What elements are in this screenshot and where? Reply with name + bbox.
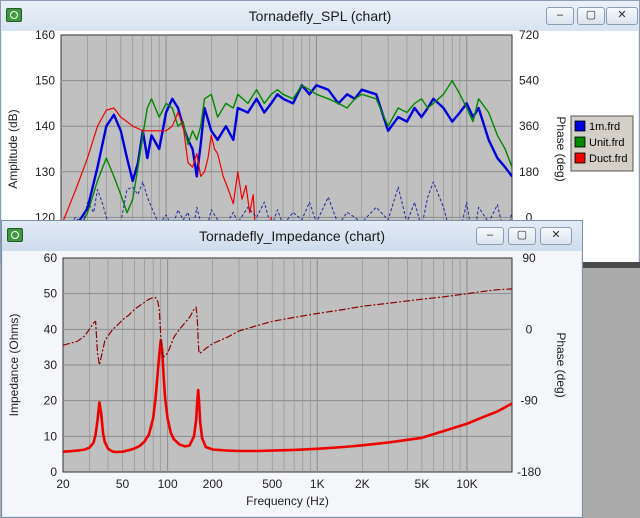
x-tick-label: 1K [310, 477, 325, 491]
x-tick-label: 500 [262, 477, 282, 491]
series-line-impedance [63, 338, 512, 454]
legend-label: Unit.frd [589, 137, 624, 149]
y2-tick-label: 0 [526, 210, 533, 224]
x-axis-label: Frequency (Hz) [246, 494, 329, 508]
spl-window-title: Tornadefly_SPL (chart) [248, 8, 392, 24]
y2-tick-label: 90 [522, 251, 536, 265]
y-tick-label: 60 [44, 251, 58, 265]
y2-tick-label: -90 [520, 394, 538, 408]
x-tick-label: 10K [456, 477, 477, 491]
y-tick-label: 20 [44, 394, 58, 408]
impedance-chart-window: Tornadefly_Impedance (chart) – ▢ ✕ 60 50 4… [1, 220, 583, 518]
legend-label: Duct.frd [589, 153, 628, 165]
y2-tick-label: 180 [519, 165, 539, 179]
y-axis-label: Amplitude (dB) [6, 109, 20, 188]
impedance-window-titlebar[interactable]: Tornadefly_Impedance (chart) – ▢ ✕ [2, 221, 582, 251]
legend-label: 1m.frd [589, 121, 620, 133]
y2-tick-label: -180 [517, 465, 541, 479]
chart-app-icon[interactable] [7, 228, 23, 242]
y-tick-label: 50 [44, 287, 58, 301]
y2-tick-label: 540 [519, 74, 539, 88]
y2-axis-label: Phase (deg) [554, 116, 568, 181]
spl-close-button[interactable]: ✕ [606, 7, 638, 25]
legend-swatch [574, 120, 586, 132]
legend-swatch [574, 152, 586, 164]
spl-window-titlebar[interactable]: Tornadefly_SPL (chart) – ▢ ✕ [1, 1, 639, 31]
y2-tick-label: 0 [526, 322, 533, 336]
series-line-phase [61, 181, 512, 244]
y-axis-label: Impedance (Ohms) [7, 314, 21, 417]
x-tick-label: 2K [355, 477, 370, 491]
y2-tick-label: 720 [519, 28, 539, 42]
y-tick-label: 130 [35, 165, 55, 179]
y-tick-label: 40 [44, 322, 58, 336]
y2-tick-label: 360 [519, 119, 539, 133]
x-tick-label: 100 [158, 477, 178, 491]
legend-swatch [574, 136, 586, 148]
y2-axis-label: Phase (deg) [554, 332, 568, 397]
y-tick-label: 0 [50, 465, 57, 479]
series-line-phase [63, 288, 512, 366]
spl-minimize-button[interactable]: – [546, 7, 574, 25]
series-line-unit [61, 79, 512, 255]
desktop-strip [583, 262, 640, 268]
impedance-close-button[interactable]: ✕ [540, 227, 572, 245]
impedance-maximize-button[interactable]: ▢ [508, 227, 536, 245]
x-tick-label: 20 [56, 477, 70, 491]
spl-maximize-button[interactable]: ▢ [577, 7, 605, 25]
y-tick-label: 150 [35, 74, 55, 88]
impedance-minimize-button[interactable]: – [476, 227, 504, 245]
x-tick-label: 5K [415, 477, 430, 491]
impedance-window-title: Tornadefly_Impedance (chart) [199, 228, 385, 244]
y-tick-label: 160 [35, 28, 55, 42]
y-tick-label: 140 [35, 119, 55, 133]
y-tick-label: 10 [44, 429, 58, 443]
y-tick-label: 30 [44, 358, 58, 372]
chart-app-icon[interactable] [6, 8, 22, 22]
x-tick-label: 50 [116, 477, 130, 491]
x-tick-label: 200 [203, 477, 223, 491]
